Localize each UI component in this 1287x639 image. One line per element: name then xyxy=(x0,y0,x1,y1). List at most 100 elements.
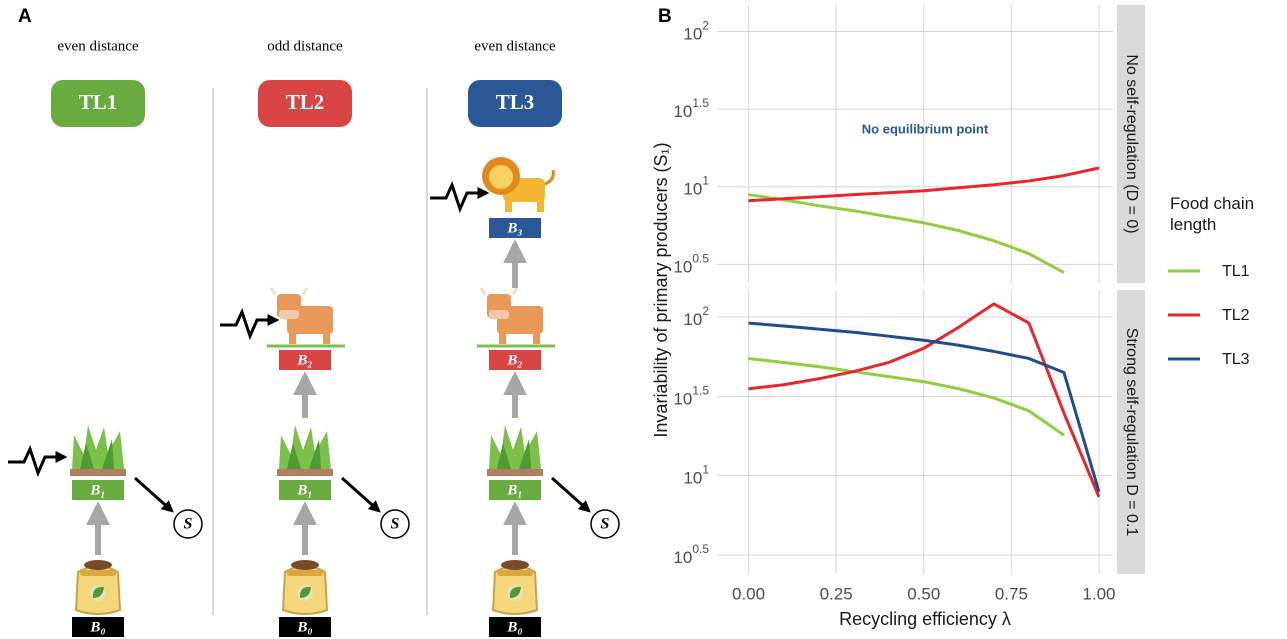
y-tick-label: 102 xyxy=(683,304,709,329)
level-label: TL3 xyxy=(496,90,535,114)
soil xyxy=(487,469,543,476)
soil xyxy=(70,469,126,476)
biomass-box xyxy=(489,480,541,500)
biomass-label: B₃ xyxy=(506,220,522,236)
cow-horns xyxy=(269,287,309,295)
level-label: TL1 xyxy=(79,90,118,114)
loss-arrow xyxy=(551,476,591,513)
perturbation xyxy=(220,307,280,341)
y-tick-exponent: 1.5 xyxy=(692,384,709,398)
facet-label: Strong self-regulation D = 0.1 xyxy=(1123,328,1140,537)
lion-leg xyxy=(537,200,544,212)
y-tick-label: 101.5 xyxy=(673,384,709,409)
biomass-box xyxy=(489,350,541,370)
sink-circle xyxy=(590,509,620,539)
legend-label: TL1 xyxy=(1222,263,1250,280)
biomass-label: B₂ xyxy=(506,352,522,368)
series-line xyxy=(748,302,1101,498)
y-tick-base: 10 xyxy=(683,310,702,329)
panel-label: B xyxy=(658,6,672,27)
y-tick-exponent: 1.5 xyxy=(692,96,709,110)
y-tick-base: 10 xyxy=(683,469,702,488)
sack-band xyxy=(80,570,116,576)
y-tick-base: 10 xyxy=(673,390,692,409)
series-line xyxy=(748,356,1065,437)
biomass-label: B₂ xyxy=(296,352,312,368)
legend-label: TL3 xyxy=(1222,351,1250,368)
y-tick-label: 101 xyxy=(683,463,709,488)
grass-icon xyxy=(72,425,124,469)
loss-arrow xyxy=(341,476,381,513)
series-line xyxy=(748,193,1065,274)
sack-band xyxy=(287,570,323,576)
sack-leaf xyxy=(299,586,311,598)
sack-leaf xyxy=(509,586,521,598)
biomass-box xyxy=(279,480,331,500)
cow-leg xyxy=(533,332,540,344)
y-tick-base: 10 xyxy=(673,103,692,122)
x-tick-label: 1.00 xyxy=(1082,584,1115,603)
y-tick-exponent: 0.5 xyxy=(692,542,709,556)
y-tick-label: 100.5 xyxy=(673,252,709,277)
biomass-label: B₀ xyxy=(506,619,522,635)
lion-tail xyxy=(544,169,555,186)
biomass-label: B₀ xyxy=(89,619,105,635)
distance-label: odd distance xyxy=(267,38,343,54)
x-tick-label: 0.25 xyxy=(820,584,853,603)
sink-circle xyxy=(173,509,203,539)
level-label: TL2 xyxy=(286,90,325,114)
grass-icon xyxy=(489,425,541,469)
distance-label: even distance xyxy=(474,38,556,54)
grass-icon xyxy=(279,425,331,469)
cow-leg xyxy=(499,332,506,344)
y-tick-exponent: 1 xyxy=(702,463,709,477)
x-tick-label: 0.50 xyxy=(907,584,940,603)
biomass-label: B₀ xyxy=(296,619,312,635)
plot-panel xyxy=(717,290,1113,574)
loss-arrow xyxy=(134,476,174,513)
cow-horns xyxy=(479,287,519,295)
biomass-box xyxy=(279,350,331,370)
facet-strip xyxy=(1117,290,1145,574)
y-tick-base: 10 xyxy=(683,180,702,199)
grass-dark xyxy=(80,439,114,469)
level-box xyxy=(51,80,145,127)
biomass-label: B₁ xyxy=(506,482,522,498)
cow-leg xyxy=(289,332,296,344)
perturbation xyxy=(430,180,490,214)
sack-leaf xyxy=(92,586,104,598)
legend-title: Food chain length xyxy=(1170,194,1255,234)
y-tick-base: 10 xyxy=(683,25,702,44)
sack-soil xyxy=(501,560,529,570)
biomass-box xyxy=(489,617,541,637)
x-axis-title: Recycling efficiency λ xyxy=(839,609,1011,629)
grass-dark xyxy=(497,439,531,469)
biomass-label: B₁ xyxy=(296,482,312,498)
y-tick-label: 101 xyxy=(683,174,709,199)
biomass-box xyxy=(72,480,124,500)
y-tick-label: 100.5 xyxy=(673,542,709,567)
sink-circle xyxy=(380,509,410,539)
biomass-box xyxy=(489,218,541,238)
lion-leg xyxy=(505,200,512,212)
sack-soil xyxy=(291,560,319,570)
cow-snout xyxy=(489,310,509,319)
cow-leg xyxy=(323,332,330,344)
distance-label: even distance xyxy=(57,38,139,54)
facet-strip xyxy=(1117,5,1145,283)
sink-label: S xyxy=(391,516,400,533)
lion-face xyxy=(489,165,513,189)
soil xyxy=(277,469,333,476)
y-tick-exponent: 1 xyxy=(702,174,709,188)
grass-dark xyxy=(287,439,321,469)
cow-snout xyxy=(279,310,299,319)
biomass-label: B₁ xyxy=(89,482,105,498)
facet-label: No self-regulation (D = 0) xyxy=(1123,54,1140,233)
biomass-box xyxy=(279,617,331,637)
x-tick-label: 0.00 xyxy=(732,584,765,603)
legend-label: TL2 xyxy=(1222,307,1250,324)
series-line xyxy=(748,166,1100,203)
sink-label: S xyxy=(601,516,610,533)
